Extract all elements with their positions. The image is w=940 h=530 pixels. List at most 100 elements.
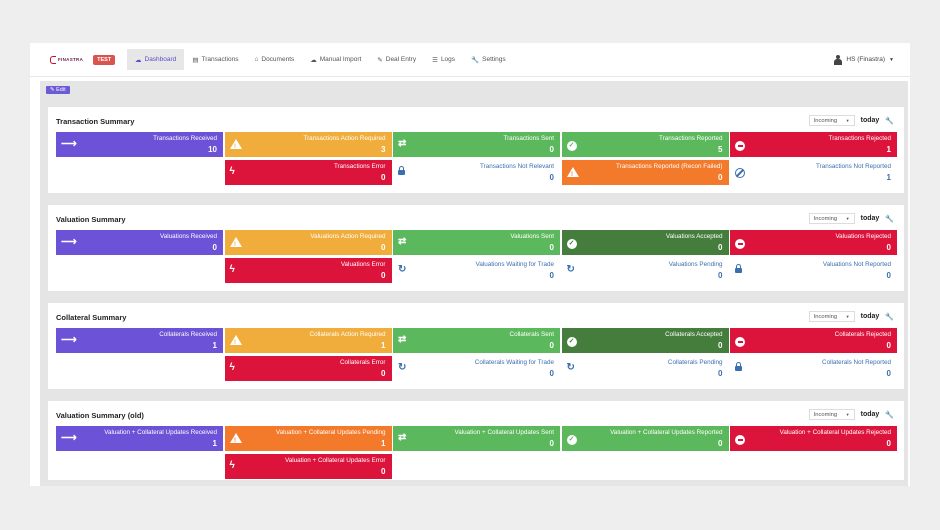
list-icon: ☰ — [432, 56, 438, 64]
stat-value: 0 — [381, 243, 386, 252]
stat-tile[interactable]: ! Transactions Reported (Recon Failed) 0 — [561, 160, 729, 185]
exchange-icon: ⇄ — [398, 432, 407, 443]
stat-tile[interactable]: ✓ Collaterals Accepted 0 — [561, 328, 729, 353]
stat-tile[interactable]: ⇄ Valuations Sent 0 — [393, 230, 560, 255]
stat-tile[interactable]: ✓ Transactions Reported 5 — [561, 132, 729, 157]
wrench-icon[interactable]: 🔧 — [885, 215, 894, 223]
stat-tile[interactable]: ⟶ Valuation + Collateral Updates Received… — [56, 426, 223, 451]
time-range-label[interactable]: today — [860, 117, 880, 124]
cloud-upload-icon: ☁ — [310, 56, 317, 64]
stat-tile[interactable]: Transactions Not Relevant 0 — [393, 160, 560, 185]
direction-value: Incoming — [813, 215, 838, 222]
stat-value: 0 — [886, 243, 891, 252]
panel-title: Valuation Summary — [56, 215, 126, 224]
direction-select[interactable]: Incoming ▼ — [808, 311, 855, 322]
stat-tile[interactable]: ⇄ Collaterals Sent 0 — [393, 328, 560, 353]
stat-label: Valuations Waiting for Trade — [475, 261, 554, 268]
user-menu[interactable]: HS (Finastra) ▼ — [834, 54, 894, 65]
time-range-label[interactable]: today — [860, 215, 880, 222]
wrench-icon[interactable]: 🔧 — [885, 117, 894, 125]
minus-circle-icon — [735, 139, 745, 152]
stat-value: 3 — [381, 145, 386, 154]
warning-icon: ! — [229, 335, 242, 346]
stat-tile[interactable]: Transactions Not Reported 1 — [730, 160, 897, 185]
wrench-icon[interactable]: 🔧 — [885, 411, 894, 419]
stat-tile[interactable]: ! Transactions Action Required 3 — [224, 132, 392, 157]
stat-tile[interactable]: Collaterals Not Reported 0 — [730, 356, 897, 381]
brand[interactable]: FINASTRA TEST — [50, 54, 116, 65]
stat-value: 0 — [718, 439, 723, 448]
stat-tile[interactable]: ↻ Collaterals Pending 0 — [562, 356, 729, 381]
refresh-icon: ↻ — [398, 264, 407, 275]
stat-tile[interactable]: ✓ Valuations Accepted 0 — [561, 230, 729, 255]
stat-tile[interactable]: ⟶ Collaterals Received 1 — [56, 328, 223, 353]
stat-tile[interactable]: ↻ Collaterals Waiting for Trade 0 — [393, 356, 560, 381]
exchange-icon: ⇄ — [398, 236, 407, 247]
stat-tile[interactable]: Collaterals Rejected 0 — [730, 328, 897, 353]
dashboard-icon: ☁ — [135, 56, 142, 64]
nav-item-label: Logs — [440, 56, 456, 63]
panel-controls: Incoming ▼ today 🔧 — [808, 213, 894, 224]
stat-tile[interactable]: ! Valuations Action Required 0 — [224, 230, 392, 255]
nav-item-dashboard[interactable]: ☁ Dashboard — [127, 49, 185, 70]
caret-down-icon: ▼ — [845, 314, 850, 319]
bolt-icon: ϟ — [229, 166, 235, 177]
nav-item-transactions[interactable]: ▤ Transactions — [184, 49, 246, 70]
panel-controls: Incoming ▼ today 🔧 — [808, 311, 894, 322]
finastra-logo: FINASTRA — [50, 55, 83, 64]
nav-item-label: Settings — [482, 56, 506, 63]
panel-title: Transaction Summary — [56, 117, 135, 126]
stat-tile[interactable]: ϟ Collaterals Error 0 — [224, 356, 392, 381]
nav-item-settings[interactable]: 🔧 Settings — [463, 49, 514, 70]
stat-value: 1 — [886, 173, 891, 182]
wrench-icon[interactable]: 🔧 — [885, 313, 894, 321]
stat-value: 0 — [381, 467, 386, 476]
stat-tile[interactable]: ϟ Valuation + Collateral Updates Error 0 — [224, 454, 392, 479]
stat-tile[interactable]: Valuations Rejected 0 — [730, 230, 897, 255]
stat-tile[interactable]: ⟶ Transactions Received 10 — [56, 132, 223, 157]
stat-label: Transactions Reported (Recon Failed) — [615, 163, 723, 170]
environment-badge: TEST — [93, 54, 116, 65]
stat-tile[interactable]: ϟ Valuations Error 0 — [224, 258, 392, 283]
stat-tile[interactable]: ⟶ Valuations Received 0 — [56, 230, 223, 255]
stat-tile[interactable]: ↻ Valuations Waiting for Trade 0 — [393, 258, 560, 283]
stat-value: 0 — [886, 341, 891, 350]
nav-item-manual-import[interactable]: ☁ Manual Import — [302, 49, 369, 70]
stat-tile[interactable]: ϟ Transactions Error 0 — [224, 160, 392, 185]
edit-button[interactable]: ✎ Edit — [46, 86, 70, 94]
panel-title: Collateral Summary — [56, 313, 127, 322]
stat-label: Valuations Not Reported — [822, 261, 891, 268]
lock-icon — [735, 362, 742, 371]
direction-select[interactable]: Incoming ▼ — [808, 409, 855, 420]
nav-item-documents[interactable]: ⌂ Documents — [246, 49, 302, 70]
time-range-label[interactable]: today — [860, 411, 880, 418]
nav-item-logs[interactable]: ☰ Logs — [424, 49, 463, 70]
stat-tile[interactable]: ✓ Valuation + Collateral Updates Reported… — [561, 426, 729, 451]
stat-label: Valuation + Collateral Updates Rejected — [779, 429, 891, 436]
nav-item-deal-entry[interactable]: ✎ Deal Entry — [369, 49, 424, 70]
stat-tile[interactable]: Valuations Not Reported 0 — [730, 258, 897, 283]
stat-label: Valuations Rejected — [835, 233, 891, 240]
stat-value: 0 — [549, 271, 554, 280]
stat-value: 0 — [549, 173, 554, 182]
app-window: FINASTRA TEST ☁ Dashboard ▤ Transactions ⌂ Do… — [30, 43, 910, 486]
logo-mark-icon — [50, 55, 56, 64]
stat-value: 0 — [212, 243, 217, 252]
stat-tile[interactable]: Valuation + Collateral Updates Rejected 0 — [730, 426, 897, 451]
stat-label: Valuation + Collateral Updates Sent — [454, 429, 554, 436]
user-icon — [834, 54, 843, 65]
stat-tile[interactable]: ! Valuation + Collateral Updates Pending 1 — [224, 426, 392, 451]
stat-tile[interactable]: ↻ Valuations Pending 0 — [562, 258, 729, 283]
stat-tile[interactable]: ! Collaterals Action Required 1 — [224, 328, 392, 353]
direction-select[interactable]: Incoming ▼ — [808, 213, 855, 224]
stat-tile[interactable]: ⇄ Transactions Sent 0 — [393, 132, 560, 157]
arrow-right-icon: ⟶ — [61, 236, 77, 248]
caret-down-icon: ▼ — [845, 216, 850, 221]
panel-controls: Incoming ▼ today 🔧 — [808, 409, 894, 420]
stat-tile[interactable]: ⇄ Valuation + Collateral Updates Sent 0 — [393, 426, 560, 451]
stat-label: Collaterals Waiting for Trade — [474, 359, 554, 366]
refresh-icon: ↻ — [566, 264, 575, 275]
direction-select[interactable]: Incoming ▼ — [808, 115, 855, 126]
stat-tile[interactable]: Transactions Rejected 1 — [730, 132, 897, 157]
time-range-label[interactable]: today — [860, 313, 880, 320]
